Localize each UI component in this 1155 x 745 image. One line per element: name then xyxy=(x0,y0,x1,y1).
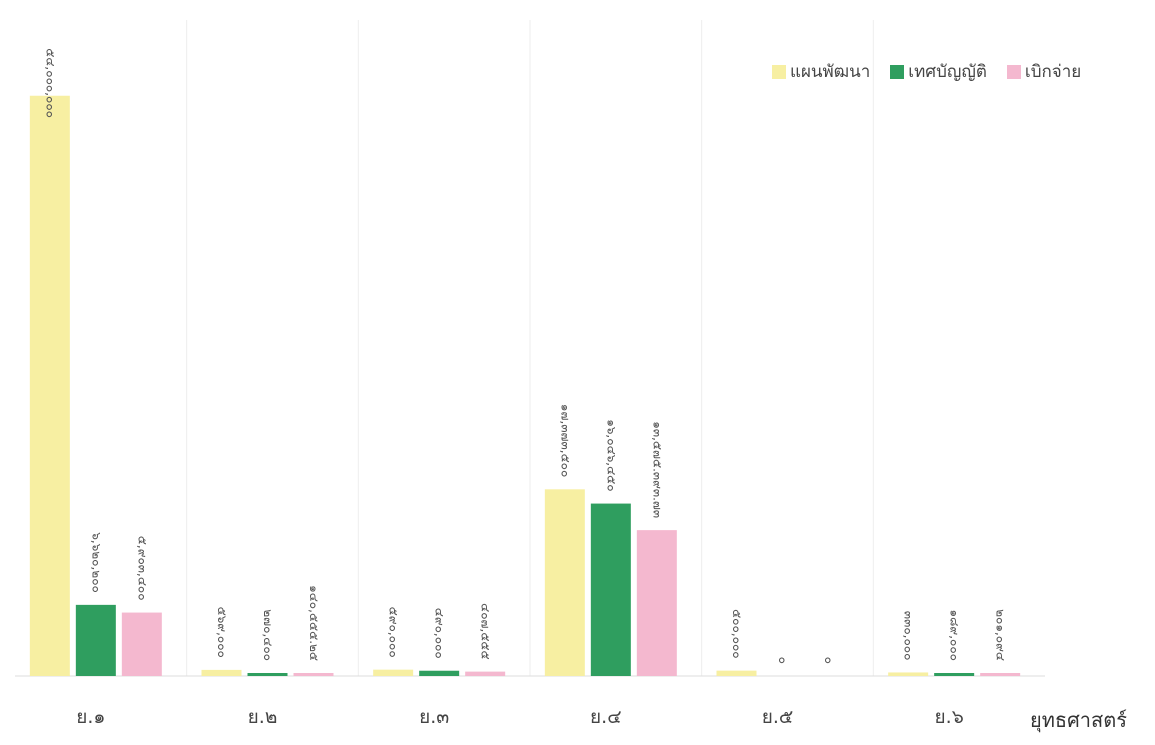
x-axis-title: ยุทธศาสตร์ xyxy=(1030,708,1127,732)
legend-label-budget: เทศบัญญัติ xyxy=(908,62,987,82)
x-tick-label: ย.๒ xyxy=(248,706,278,728)
bar-2-4 xyxy=(590,503,631,676)
data-label: ๕๐๐,๐๐๐ xyxy=(730,609,744,659)
data-label: ๕๔,๐๐๐,๐๐๐ xyxy=(43,48,57,118)
legend-item-budget: เทศบัญญัติ xyxy=(890,58,987,85)
legend-label-plan: แผนพัฒนา xyxy=(790,62,871,82)
legend-label-spent: เบิกจ่าย xyxy=(1024,62,1082,82)
data-label: ๕๖๙,๐๐๐ xyxy=(215,607,229,658)
data-label: ๔๙๐,๐๐๐ xyxy=(433,608,447,659)
bar-3-3 xyxy=(465,671,506,676)
legend-item-plan: แผนพัฒนา xyxy=(772,58,870,85)
x-tick-label: ย.๕ xyxy=(762,706,794,728)
data-label: ๕,๙๐๓,๔๐๐ xyxy=(135,536,149,601)
x-tick-label: ย.๓ xyxy=(419,706,449,728)
legend: แผนพัฒนา เทศบัญญัติ เบิกจ่าย xyxy=(772,58,1081,85)
bar-2-1 xyxy=(75,604,116,676)
x-tick-label: ย.๑ xyxy=(76,706,105,728)
data-label: ๐ xyxy=(822,657,836,664)
bar-3-6 xyxy=(980,673,1021,676)
data-label: ๖,๖๒๐,๒๐๐ xyxy=(89,532,103,593)
data-label: ๓๓๐,๐๐๐ xyxy=(902,611,916,661)
bar-1-2 xyxy=(201,669,242,676)
legend-item-spent: เบิกจ่าย xyxy=(1006,58,1082,85)
bar-2-3 xyxy=(419,670,460,676)
bar-3-4 xyxy=(636,530,677,676)
data-label: ๒๗๐,๔๐๐ xyxy=(261,609,275,661)
bar-3-1 xyxy=(121,612,162,676)
legend-swatch-plan xyxy=(772,64,786,79)
data-label: ๑๗,๓๗๓,๕๐๐ xyxy=(558,404,572,477)
data-label: ๑๓,๕๗๕.๓๙๓.๗๓ xyxy=(650,421,664,518)
x-tick-label: ย.๔ xyxy=(590,706,622,728)
bar-3-2 xyxy=(293,673,334,676)
data-label: ๑๔๐,๕๕๕.๒๕ xyxy=(307,585,321,661)
x-tick-label: ย.๖ xyxy=(935,706,964,728)
bar-2-2 xyxy=(247,673,288,676)
bar-1-6 xyxy=(888,672,929,676)
bar-2-6 xyxy=(934,673,975,676)
data-label: ๔๐๗,๕๕๕ xyxy=(479,603,493,660)
bar-1-5 xyxy=(716,670,757,676)
bar-1-3 xyxy=(373,669,414,676)
bar-1-1 xyxy=(29,95,70,676)
data-label: ๒๐๑,๐๙๔ xyxy=(994,609,1008,661)
legend-swatch-spent xyxy=(1006,64,1021,79)
data-label: ๕๙๐,๐๐๐ xyxy=(387,607,401,658)
data-label: ๑๖,๐๔๖,๔๕๐ xyxy=(604,419,618,491)
bar-1-4 xyxy=(544,489,585,676)
data-label: ๐ xyxy=(776,657,790,664)
data-label: ๑๘๙,๐๐๐ xyxy=(948,610,962,661)
legend-swatch-budget xyxy=(890,64,905,79)
